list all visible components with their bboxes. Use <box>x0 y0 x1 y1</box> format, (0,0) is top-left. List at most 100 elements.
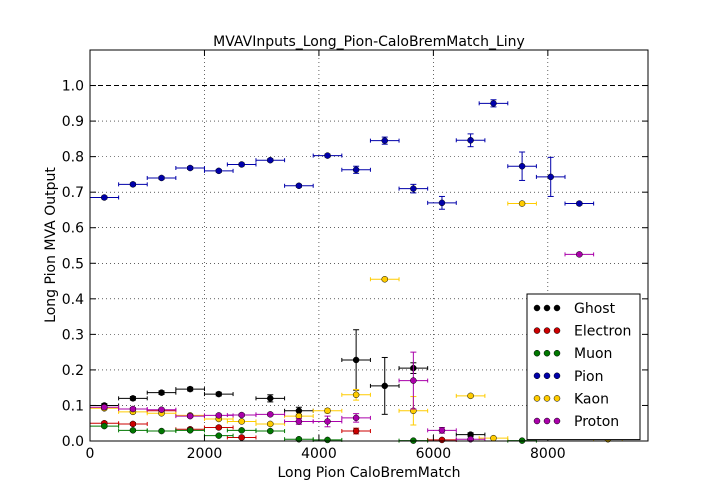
marker <box>438 199 446 207</box>
data-point <box>255 394 286 403</box>
data-point <box>118 405 148 413</box>
data-point <box>226 411 257 419</box>
marker <box>215 432 223 439</box>
legend-marker <box>543 372 551 380</box>
data-point <box>226 418 257 425</box>
marker <box>576 251 583 258</box>
marker <box>215 424 223 431</box>
legend-marker <box>553 372 561 380</box>
marker <box>467 137 474 144</box>
marker <box>547 173 554 181</box>
data-point <box>369 276 400 283</box>
legend-marker <box>553 349 561 357</box>
series-muon <box>89 422 537 444</box>
marker <box>238 427 245 434</box>
legend-marker <box>533 372 541 380</box>
marker <box>267 411 274 418</box>
marker <box>518 200 526 207</box>
data-point <box>284 406 314 415</box>
marker <box>129 405 137 413</box>
legend-entry-pion: Pion <box>533 369 603 385</box>
marker <box>129 395 137 402</box>
marker <box>352 356 360 364</box>
legend-marker <box>533 395 541 402</box>
legend-marker <box>533 304 541 312</box>
axis-ticks: 0.0 0.1 0.2 0.3 0.4 0.5 0.6 0.7 0.8 0.9 1.0 0 2000 40… <box>62 50 648 462</box>
legend-marker <box>553 304 561 312</box>
data-point <box>89 422 120 430</box>
marker <box>129 181 137 188</box>
marker <box>215 390 223 398</box>
data-point <box>564 251 595 258</box>
x-tick-label: 4000 <box>301 446 337 462</box>
legend-marker <box>553 417 561 425</box>
marker <box>267 427 274 435</box>
data-point <box>312 415 343 428</box>
y-tick-label: 0.4 <box>62 292 84 308</box>
marker <box>324 152 331 159</box>
marker <box>438 427 446 434</box>
data-point <box>455 431 486 438</box>
marker <box>381 382 388 390</box>
y-tick-label: 0.8 <box>62 150 84 166</box>
data-point <box>284 182 314 190</box>
series-pion <box>89 99 595 210</box>
y-tick-label: 0.7 <box>62 185 84 201</box>
marker <box>490 434 497 442</box>
marker <box>410 377 417 384</box>
x-tick-label: 6000 <box>416 446 452 462</box>
marker <box>267 156 274 164</box>
legend-marker <box>543 304 551 312</box>
marker <box>438 436 446 444</box>
data-point <box>341 165 371 174</box>
legend-marker <box>543 349 551 357</box>
data-point <box>284 418 314 425</box>
data-point <box>398 183 429 194</box>
marker <box>410 185 417 192</box>
y-axis-label: Long Pion MVA Output <box>43 167 59 323</box>
marker <box>158 427 165 435</box>
marker <box>186 385 194 393</box>
legend-marker <box>533 327 541 334</box>
data-point <box>478 99 509 108</box>
marker <box>324 418 331 425</box>
data-point <box>226 161 257 168</box>
data-point <box>118 427 148 434</box>
marker <box>295 418 303 425</box>
marker <box>490 100 497 107</box>
y-tick-label: 0.6 <box>62 221 84 237</box>
legend-label: Electron <box>574 324 631 340</box>
legend-marker <box>553 327 561 334</box>
marker <box>267 395 274 402</box>
y-tick-label: 0.5 <box>62 256 84 272</box>
data-point <box>341 413 371 423</box>
marker <box>324 407 331 415</box>
x-tick-label: 0 <box>86 446 95 462</box>
data-point <box>226 427 257 434</box>
data-point <box>255 156 286 164</box>
marker <box>158 174 165 182</box>
marker <box>238 434 245 441</box>
data-point <box>507 151 537 181</box>
data-point <box>455 392 486 400</box>
marker <box>158 406 165 413</box>
legend-box <box>526 293 641 441</box>
data-point <box>146 174 177 182</box>
marker <box>518 162 526 170</box>
marker <box>215 412 223 419</box>
data-point <box>427 195 457 210</box>
data-point <box>146 406 177 413</box>
marker <box>158 389 165 396</box>
legend-marker <box>543 327 551 334</box>
marker <box>352 427 360 435</box>
legend-entry-ghost: Ghost <box>533 301 616 317</box>
data-point <box>146 389 177 396</box>
data-point <box>341 427 371 435</box>
y-tick-label: 0.2 <box>62 363 84 379</box>
marker <box>129 427 137 434</box>
legend-marker <box>543 417 551 425</box>
legend-marker <box>553 395 561 402</box>
data-point <box>312 152 343 159</box>
data-point <box>203 432 234 439</box>
